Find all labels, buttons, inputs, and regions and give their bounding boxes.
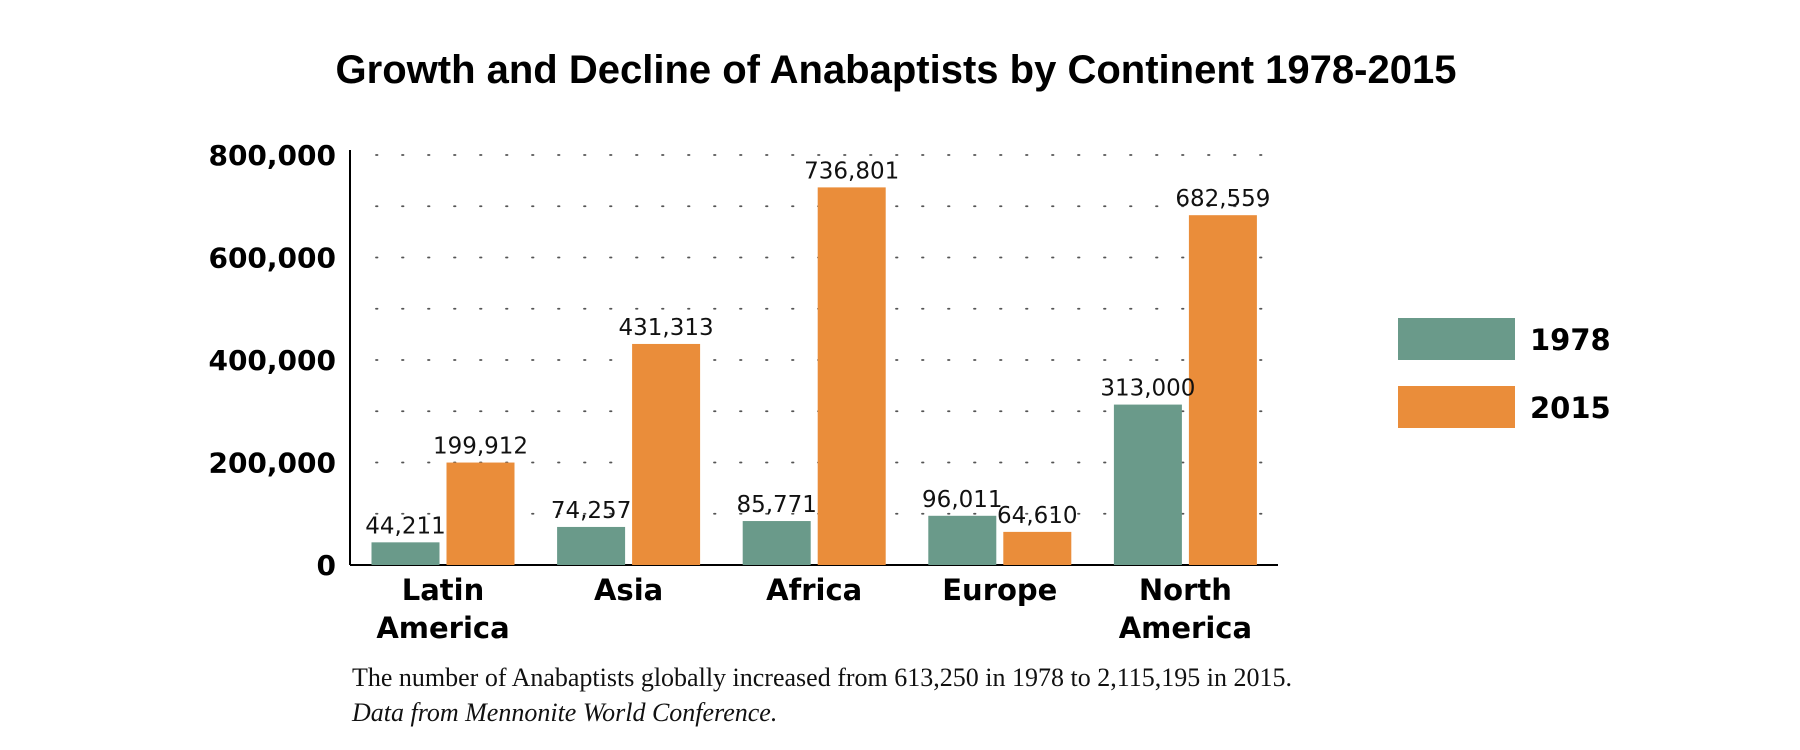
bar-1978-4 (1114, 405, 1182, 565)
x-tick-label: America (376, 611, 509, 645)
y-tick-label: 400,000 (208, 344, 336, 377)
x-tick-label: Asia (594, 573, 663, 607)
data-label-2015-3: 64,610 (997, 503, 1077, 529)
bar-1978-0 (372, 542, 440, 565)
bar-2015-0 (447, 463, 515, 565)
bar-2015-1 (632, 344, 700, 565)
data-label-1978-0: 44,211 (365, 513, 445, 539)
data-label-1978-3: 96,011 (922, 487, 1002, 513)
chart-caption: The number of Anabaptists globally incre… (352, 660, 1292, 730)
x-tick-label: Europe (942, 573, 1057, 607)
data-label-1978-1: 74,257 (551, 498, 631, 524)
y-tick-label: 600,000 (208, 242, 336, 275)
data-label-2015-4: 682,559 (1175, 186, 1270, 212)
bar-2015-3 (1003, 532, 1071, 565)
x-tick-label: North (1139, 573, 1232, 607)
legend-swatch-2015 (1398, 386, 1515, 428)
bar-2015-2 (818, 187, 886, 565)
legend-swatch-1978 (1398, 318, 1515, 360)
data-label-1978-4: 313,000 (1100, 376, 1195, 402)
bar-1978-2 (743, 521, 811, 565)
data-label-2015-2: 736,801 (804, 158, 899, 184)
y-tick-label: 200,000 (208, 447, 336, 480)
bar-2015-4 (1189, 215, 1257, 565)
x-tick-label: America (1119, 611, 1252, 645)
chart-title: Growth and Decline of Anabaptists by Con… (336, 48, 1457, 92)
legend-label-1978: 1978 (1530, 323, 1611, 357)
legend-label-2015: 2015 (1530, 391, 1611, 425)
x-tick-label: Latin (402, 573, 485, 607)
caption-source: Data from Mennonite World Conference. (352, 695, 1292, 730)
data-label-1978-2: 85,771 (736, 492, 816, 518)
y-tick-label: 800,000 (208, 139, 336, 172)
caption-text: The number of Anabaptists globally incre… (352, 663, 1292, 692)
legend: 1978 2015 (1398, 318, 1611, 428)
bar-chart: Growth and Decline of Anabaptists by Con… (0, 0, 1800, 750)
bar-1978-1 (557, 527, 625, 565)
data-label-2015-1: 431,313 (619, 315, 714, 341)
bar-1978-3 (928, 516, 996, 565)
data-label-2015-0: 199,912 (433, 434, 528, 460)
y-tick-label: 0 (317, 549, 336, 582)
x-tick-label: Africa (766, 573, 862, 607)
